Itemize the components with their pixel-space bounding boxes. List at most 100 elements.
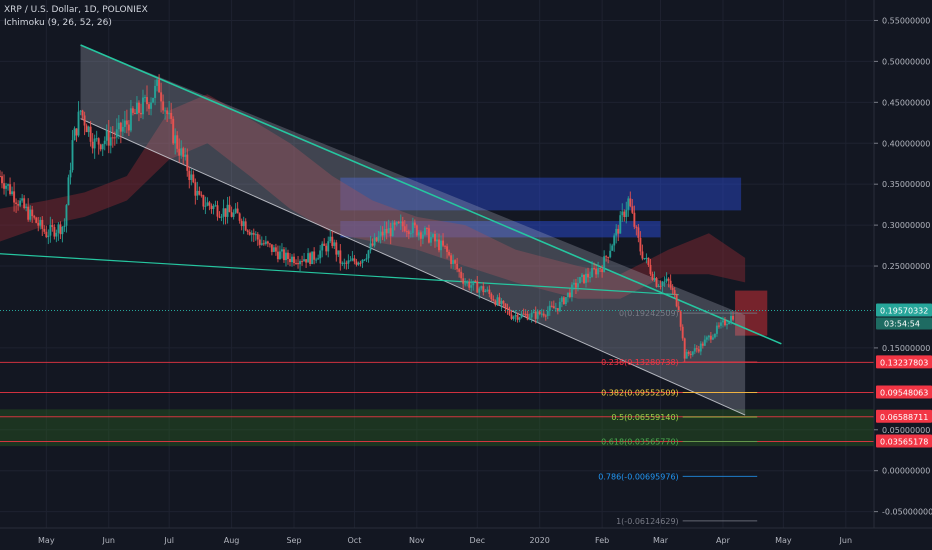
candle-body xyxy=(693,348,696,352)
candle-body xyxy=(309,253,312,265)
candle-body xyxy=(208,202,211,206)
candle-body xyxy=(490,293,493,300)
candle-body xyxy=(663,281,666,283)
price-tick-label: -0.05000000 xyxy=(882,508,932,517)
candle-body xyxy=(442,240,445,246)
candle-body xyxy=(681,326,684,339)
price-tick-label: 0.45000000 xyxy=(882,98,930,107)
candle-body xyxy=(719,322,722,326)
candle-body xyxy=(468,281,471,288)
candle-body xyxy=(436,239,438,242)
candle-body xyxy=(393,222,396,225)
candle-body xyxy=(55,232,58,237)
candle-body xyxy=(611,245,614,251)
time-tick-label: Aug xyxy=(224,536,240,545)
candle-body xyxy=(5,185,8,189)
candle-body xyxy=(194,182,197,196)
candle-body xyxy=(150,102,153,109)
candle-body xyxy=(562,297,565,305)
candle-body xyxy=(254,234,257,236)
candle-body xyxy=(284,252,287,261)
candle-body xyxy=(522,313,525,315)
candle-body xyxy=(659,285,662,287)
time-tick-label: May xyxy=(38,536,55,545)
price-tick-label: 0.05000000 xyxy=(882,426,930,435)
candle-body xyxy=(711,337,714,340)
candle-body xyxy=(472,280,475,286)
time-axis[interactable]: May Jun Jul Aug Sep Oct Nov Dec 2020 Feb Mar Apr May… xyxy=(0,527,932,550)
candle-body xyxy=(440,240,443,251)
candle-body xyxy=(717,325,720,327)
candle-body xyxy=(119,122,122,132)
candle-body xyxy=(647,257,650,265)
candle-body xyxy=(240,220,243,227)
candle-body xyxy=(492,299,495,301)
candle-body xyxy=(216,205,219,217)
candle-body xyxy=(111,137,114,139)
countdown-bg xyxy=(876,317,932,330)
candle-body xyxy=(679,311,682,327)
symbol-title[interactable]: XRP / U.S. Dollar, 1D, POLONIEX xyxy=(4,5,148,15)
candle-body xyxy=(230,212,233,217)
candle-body xyxy=(542,313,545,316)
time-axis-background xyxy=(0,528,932,550)
candle-body xyxy=(250,232,253,235)
time-tick-label: Apr xyxy=(716,536,731,545)
candle-body xyxy=(566,292,569,298)
candle-body xyxy=(311,251,314,265)
candle-body xyxy=(139,112,142,115)
candle-body xyxy=(317,258,320,260)
candle-body xyxy=(69,170,72,178)
candle-body xyxy=(673,290,676,295)
candle-body xyxy=(534,311,537,319)
indicator-label[interactable]: Ichimoku (9, 26, 52, 26) xyxy=(4,18,112,28)
candle-body xyxy=(609,250,612,258)
time-tick-label: Nov xyxy=(409,536,425,545)
candle-body xyxy=(349,260,352,262)
candle-body xyxy=(170,112,173,119)
candle-body xyxy=(629,198,632,207)
candle-body xyxy=(427,228,430,243)
candle-body xyxy=(474,280,477,282)
candle-body xyxy=(286,252,289,259)
candle-body xyxy=(258,239,261,245)
candle-body xyxy=(337,250,340,255)
candle-body xyxy=(43,228,46,232)
candle-body xyxy=(446,246,449,252)
candle-body xyxy=(270,244,273,252)
candle-body xyxy=(438,239,441,251)
candle-body xyxy=(661,282,664,286)
candle-body xyxy=(709,335,712,340)
candle-body xyxy=(97,138,100,145)
candle-body xyxy=(715,325,718,334)
candle-body xyxy=(288,258,291,263)
candle-body xyxy=(129,108,132,131)
candle-body xyxy=(214,205,217,207)
candle-body xyxy=(407,231,410,235)
candle-body xyxy=(131,108,134,113)
candle-body xyxy=(359,262,362,264)
candle-body xyxy=(381,231,384,236)
candle-body xyxy=(697,349,700,352)
demand-zone xyxy=(0,409,874,447)
candle-body xyxy=(61,226,64,235)
candle-body xyxy=(655,278,658,287)
candle-body xyxy=(556,308,559,312)
candle-body xyxy=(244,221,247,231)
candle-body xyxy=(113,137,116,139)
candle-body xyxy=(558,301,561,312)
candle-body xyxy=(252,232,255,235)
candle-body xyxy=(520,313,523,318)
candle-body xyxy=(313,251,316,260)
cloud-area xyxy=(0,94,746,299)
candle-body xyxy=(580,274,583,278)
price-axis[interactable]: 0.55000000 0.50000000 0.45000000 0.40000000… xyxy=(873,0,932,550)
candle-body xyxy=(305,259,308,263)
candle-body xyxy=(232,212,235,217)
candle-body xyxy=(665,278,668,282)
candle-body xyxy=(29,209,32,220)
candle-body xyxy=(478,288,481,293)
candle-body xyxy=(282,249,285,261)
candle-body xyxy=(377,236,380,241)
